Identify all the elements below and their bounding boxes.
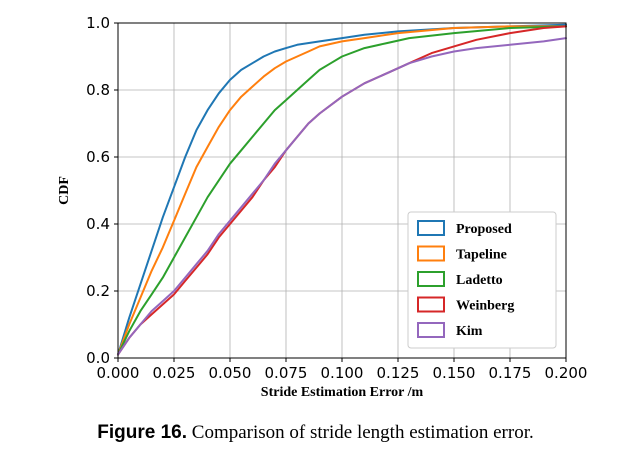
x-tick-label: 0.175 [489,364,532,382]
x-axis-title: Stride Estimation Error /m [261,385,424,400]
x-tick-label: 0.000 [97,364,140,382]
figure-caption: Figure 16. Comparison of stride length e… [0,422,631,444]
series-lines [117,23,567,356]
y-tick-label: 0.8 [86,81,110,99]
y-tick-label: 1.0 [86,14,110,32]
legend-swatch-ladetto [417,271,445,287]
caption-text: Comparison of stride length estimation e… [191,422,534,443]
y-tick-label: 0.2 [86,282,110,300]
x-tick-label: 0.025 [153,364,196,382]
series-line-proposed [117,23,567,356]
series-line-tapeline [117,25,567,356]
legend-swatch-tapeline [417,245,445,262]
x-tick-label: 0.200 [545,364,588,382]
legend-swatch-proposed [417,220,445,236]
legend-label-tapeline: Tapeline [456,248,507,263]
x-tick-label: 0.075 [265,364,308,382]
x-tick-label: 0.125 [377,364,420,382]
legend-swatch-weinberg [417,296,445,313]
x-tick-label: 0.100 [321,364,364,382]
x-tick-label: 0.150 [433,364,476,382]
y-axis-title: CDF [57,176,72,205]
caption-label: Figure 16. [97,422,188,443]
series-line-kim [117,37,567,356]
axis-ticks: 0.000 0.025 0.050 0.075 0.100 0.125 0.150 0.175… [86,14,587,382]
x-tick-label: 0.050 [209,364,252,382]
legend-label-proposed: Proposed [456,222,512,237]
legend: Proposed Tapeline Ladetto Weinberg Kim [407,211,557,349]
legend-label-weinberg: Weinberg [456,299,514,314]
legend-label-ladetto: Ladetto [456,273,503,288]
y-tick-label: 0.0 [86,349,110,367]
y-tick-label: 0.4 [86,215,110,233]
series-line-ladetto [117,25,567,356]
legend-swatch-kim [417,322,445,338]
y-tick-label: 0.6 [86,148,110,166]
series-line-weinberg [117,25,567,356]
legend-label-kim: Kim [456,324,483,339]
